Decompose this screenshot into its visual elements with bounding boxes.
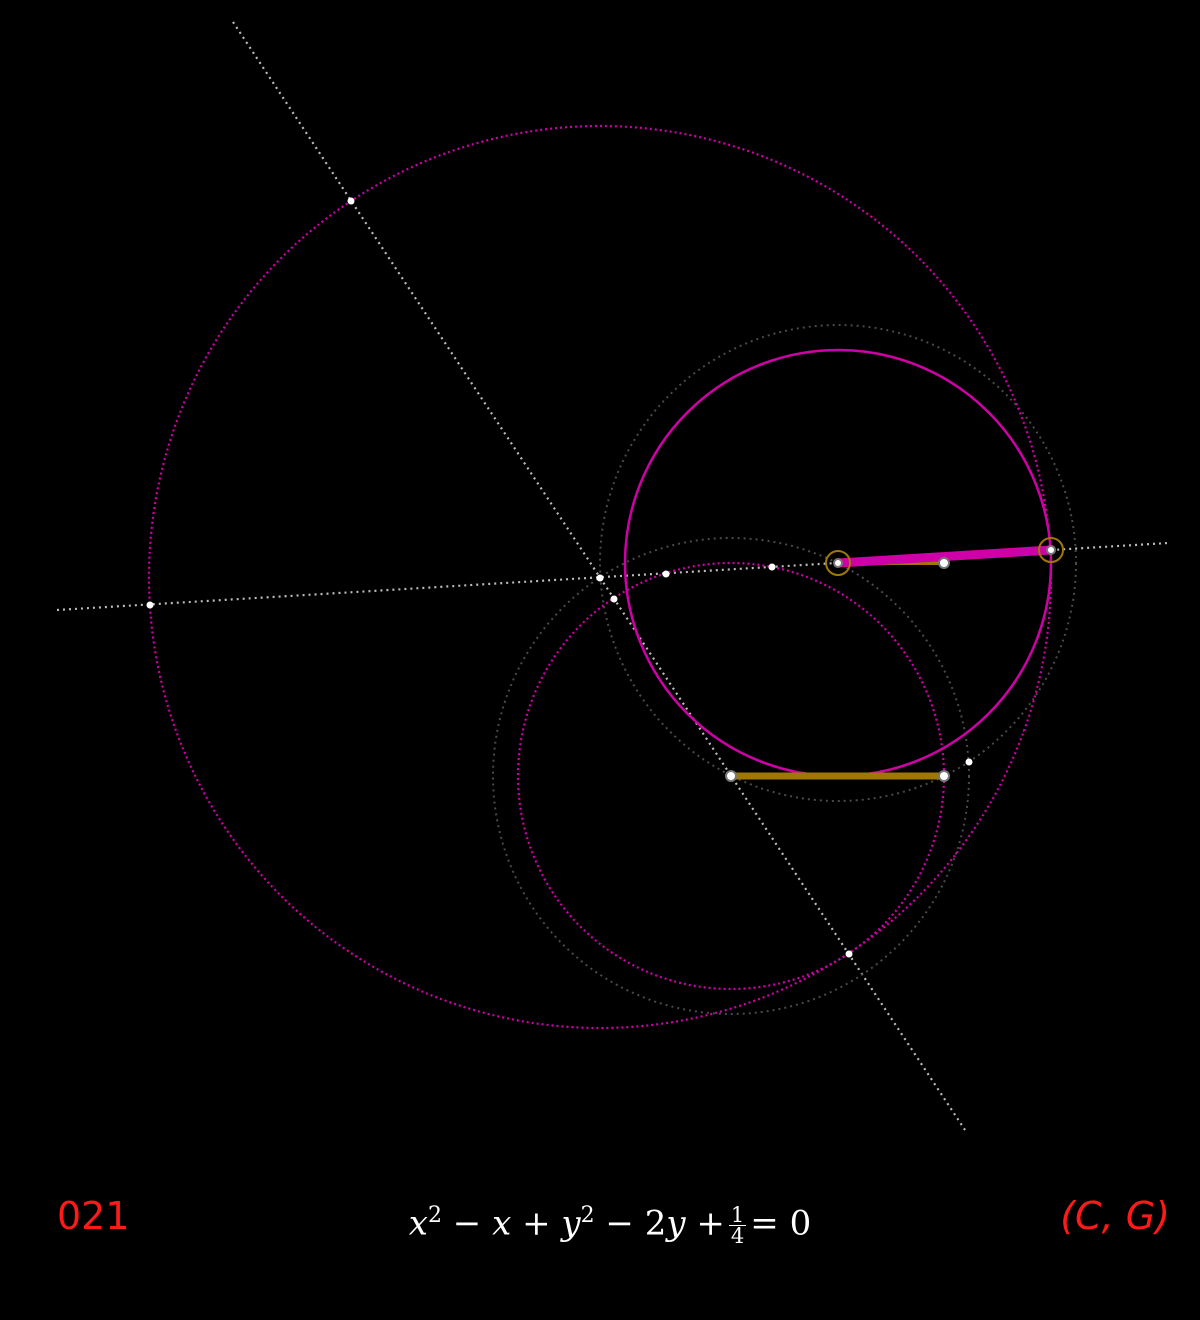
construction-figure — [56, 21, 1169, 1134]
point — [845, 950, 853, 958]
endpoint-marker — [833, 558, 843, 568]
point — [596, 574, 604, 582]
magenta-thick-segment — [837, 545, 1052, 568]
gold-ring-endpoint — [1038, 537, 1064, 563]
construction-points — [146, 197, 973, 958]
point — [662, 570, 670, 578]
circle-equation: x2 − x + y2 − 2y +1 4 = 0 — [408, 1202, 812, 1248]
point — [347, 197, 355, 205]
point — [146, 601, 154, 609]
gold-ring-center — [825, 550, 851, 576]
segment-endpoints — [725, 545, 1056, 782]
endpoint-marker — [938, 770, 950, 782]
point — [768, 563, 776, 571]
grey-circle-lower — [492, 537, 970, 1015]
endpoint-marker — [725, 770, 737, 782]
point — [610, 595, 618, 603]
endpoint-marker — [938, 557, 950, 569]
point — [965, 758, 973, 766]
grey-circle-upper — [599, 324, 1077, 802]
figure-index-label: 021 — [57, 1194, 130, 1238]
endpoint-marker — [1046, 545, 1056, 555]
point-pair-label: (C, G) — [1060, 1194, 1170, 1238]
